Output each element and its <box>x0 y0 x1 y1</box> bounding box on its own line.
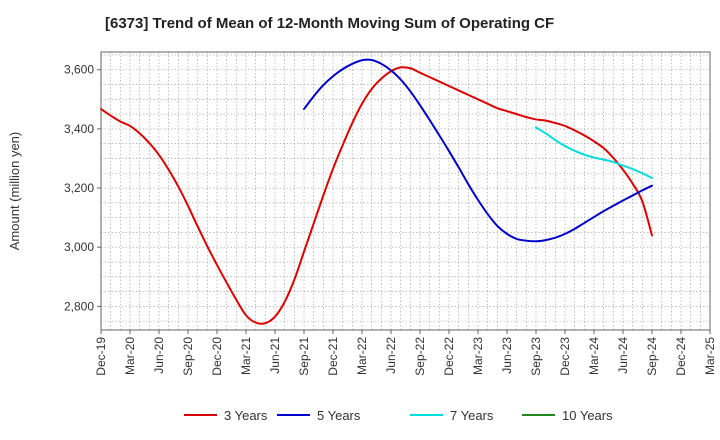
legend: 3 Years 5 Years 7 Years 10 Years <box>184 408 613 423</box>
legend-item-10-years: 10 Years <box>522 408 613 423</box>
x-tick-label: Dec-20 <box>210 337 224 376</box>
x-tick-label: Dec-21 <box>326 337 340 376</box>
series-layer <box>100 58 653 325</box>
y-tick-label: 3,400 <box>64 122 94 136</box>
x-tick-label: Dec-19 <box>94 337 108 376</box>
x-tick-label: Sep-20 <box>181 337 195 376</box>
x-tick-label: Sep-23 <box>529 337 543 376</box>
series-line-3-years <box>100 66 653 325</box>
y-tick-label: 3,000 <box>64 240 94 254</box>
x-tick-label: Jun-21 <box>268 337 282 374</box>
x-tick-label: Sep-24 <box>645 337 659 376</box>
x-tick-label: Mar-20 <box>123 337 137 375</box>
legend-label: 10 Years <box>562 408 613 423</box>
x-tick-label: Dec-23 <box>558 337 572 376</box>
x-tick-label: Sep-21 <box>297 337 311 376</box>
plot-frame <box>100 51 711 331</box>
series-line-7-years <box>535 126 653 179</box>
x-tick-label: Mar-25 <box>703 337 717 375</box>
x-tick-label: Jun-22 <box>384 337 398 374</box>
legend-item-5-years: 5 Years <box>277 408 361 423</box>
legend-label: 5 Years <box>317 408 361 423</box>
grid <box>100 52 711 330</box>
x-axis: Dec-19 Mar-20 Jun-20 Sep-20 Dec-20 Mar-21 Jun-… <box>94 330 717 376</box>
x-tick-label: Mar-24 <box>587 337 601 375</box>
y-axis-label: Amount (million yen) <box>7 132 22 251</box>
y-tick-label: 3,600 <box>64 63 94 77</box>
x-tick-label: Jun-20 <box>152 337 166 374</box>
series-line-5-years <box>303 58 653 243</box>
y-axis: 2,800 3,000 3,200 3,400 3,600 <box>64 63 101 313</box>
legend-label: 7 Years <box>450 408 494 423</box>
legend-label: 3 Years <box>224 408 268 423</box>
legend-item-3-years: 3 Years <box>184 408 268 423</box>
x-tick-label: Dec-22 <box>442 337 456 376</box>
x-tick-label: Dec-24 <box>674 337 688 376</box>
legend-item-7-years: 7 Years <box>410 408 494 423</box>
x-tick-label: Sep-22 <box>413 337 427 376</box>
x-tick-label: Mar-22 <box>355 337 369 375</box>
x-tick-label: Mar-21 <box>239 337 253 375</box>
chart-title: [6373] Trend of Mean of 12-Month Moving … <box>105 15 554 32</box>
x-tick-label: Mar-23 <box>471 337 485 375</box>
y-tick-label: 3,200 <box>64 181 94 195</box>
x-tick-label: Jun-23 <box>500 337 514 374</box>
x-tick-label: Jun-24 <box>616 337 630 374</box>
y-tick-label: 2,800 <box>64 299 94 313</box>
